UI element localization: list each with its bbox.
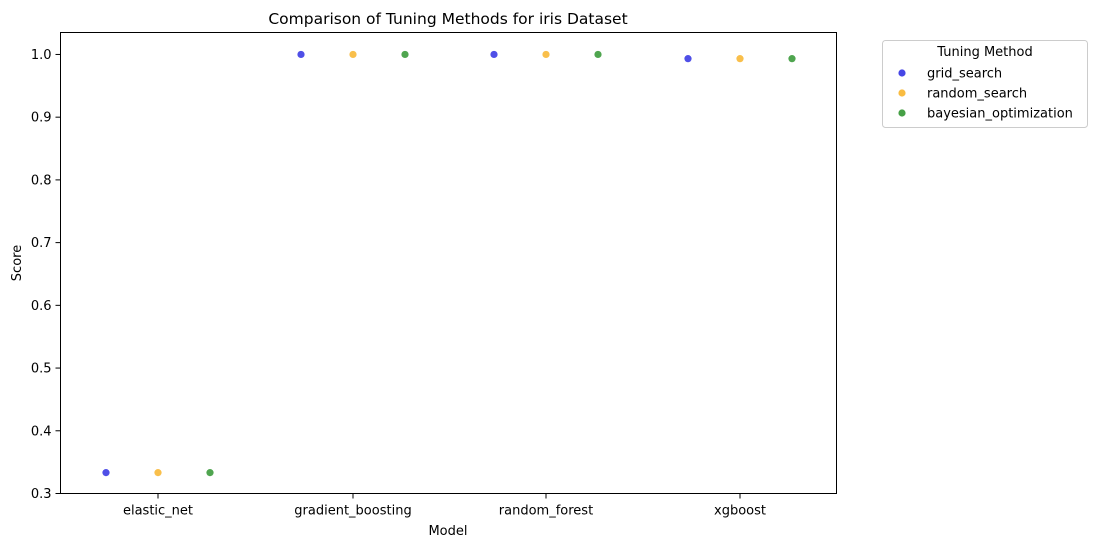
data-point-grid_search: [297, 50, 305, 59]
data-point-random_search: [542, 50, 550, 59]
x-tick-label: gradient_boosting: [294, 504, 411, 519]
x-axis-label: Model: [428, 524, 467, 539]
y-tick-label: 0.3: [31, 487, 52, 502]
y-tick-label: 0.7: [31, 236, 52, 251]
data-point-bayesian_optimization: [788, 55, 796, 63]
chart-title: Comparison of Tuning Methods for iris Da…: [268, 10, 627, 28]
y-tick-label: 0.5: [31, 362, 52, 377]
data-point-bayesian_optimization: [594, 50, 602, 59]
y-axis-ticks: 0.3 0.4 0.5 0.6 0.7 0.8 0.9 1.0: [31, 48, 61, 502]
data-point-grid_search: [490, 50, 498, 59]
x-tick-label: elastic_net: [123, 504, 193, 519]
y-axis-label: Score: [10, 245, 25, 281]
data-point-grid_search: [684, 55, 692, 63]
legend: Tuning Method grid_search random_searchba…: [882, 40, 1088, 128]
y-tick-label: 0.9: [31, 111, 52, 126]
data-point-bayesian_optimization: [401, 50, 409, 59]
data-points: [102, 50, 796, 477]
data-point-random_search: [349, 50, 357, 59]
plot-area: [60, 32, 837, 494]
y-tick-label: 0.4: [31, 424, 52, 439]
data-point-random_search: [154, 469, 162, 477]
legend-label-bayesian_optimization: bayesian_optimization: [927, 107, 1073, 122]
data-point-random_search: [736, 55, 744, 63]
legend-label-grid_search: grid_search: [927, 67, 1002, 82]
legend-label-random_search: random_search: [927, 87, 1027, 102]
y-tick-label: 0.8: [31, 173, 52, 188]
legend-title: Tuning Method: [936, 45, 1032, 60]
legend-items: grid_search random_search bayesian_optimiz…: [898, 67, 1073, 122]
legend-marker-grid_search: [898, 69, 906, 77]
data-point-bayesian_optimization: [206, 469, 214, 477]
y-tick-label: 1.0: [31, 48, 52, 63]
legend-marker-random_search: [898, 89, 906, 97]
x-tick-label: random_forest: [499, 504, 593, 519]
legend-box: [882, 40, 1088, 128]
legend-marker-bayesian_optimization: [898, 109, 906, 117]
y-tick-label: 0.6: [31, 299, 52, 314]
data-point-grid_search: [102, 469, 110, 477]
x-tick-label: xgboost: [714, 504, 766, 519]
x-axis-ticks: elastic_net gradient_boosting random_fores…: [123, 493, 766, 519]
